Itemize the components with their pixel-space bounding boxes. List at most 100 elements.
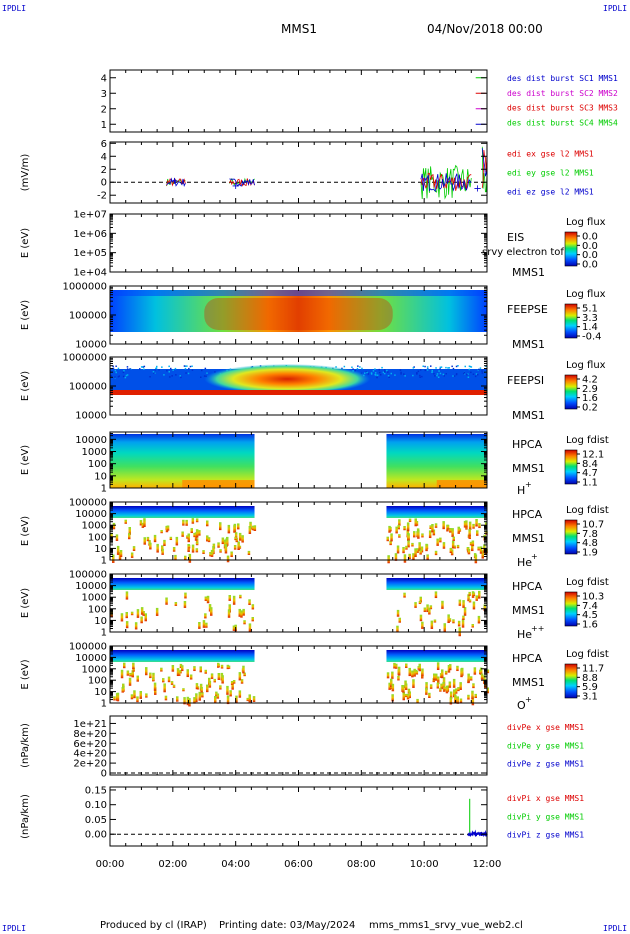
feepsi-speckle xyxy=(384,371,386,373)
divpi-ytick-label: 0.15 xyxy=(85,785,107,796)
hpca_he2-speckle xyxy=(125,612,128,619)
hpca_o-speckle xyxy=(457,687,460,692)
hpca_he1-speckle xyxy=(426,554,429,560)
hpca_he2-colorbar-label: 7.4 xyxy=(582,601,598,612)
edi-legend-3: edi ez gse l2 MMS1 xyxy=(507,187,594,196)
hpca_o-ytick-label: 10 xyxy=(94,687,107,698)
eis-instrument: EIS xyxy=(507,231,524,244)
hpca_he1-speckle xyxy=(389,540,392,546)
hpca_he1-speckle xyxy=(251,525,255,531)
hpca_o-speckle xyxy=(243,672,246,677)
hpca_o-speckle xyxy=(162,678,165,683)
hpca_he1-speckle xyxy=(398,534,401,538)
feepsi-speckle xyxy=(412,367,415,369)
hpca_he1-speckle xyxy=(418,542,421,552)
corner-label-bottom-left: IPDLI xyxy=(2,924,27,933)
eis-colorbar xyxy=(564,231,578,267)
feepsi-speckle xyxy=(366,371,368,374)
feepsi-speckle xyxy=(117,376,120,378)
hpca_he1-speckle xyxy=(394,553,398,561)
hpca_o-speckle xyxy=(421,668,424,677)
hpca_o-high-energy-band xyxy=(386,650,487,662)
edi-marker: + xyxy=(473,184,481,195)
feepsi-speckle xyxy=(412,374,414,377)
hpca_he2-speckle xyxy=(251,604,255,610)
hpca_o-speckle xyxy=(181,665,184,672)
hpca_o-speckle xyxy=(199,666,202,673)
feepsi-speckle xyxy=(416,373,418,375)
hpca_he2-speckle xyxy=(468,591,471,596)
hpca_h-ytick-label: 1 xyxy=(101,484,107,495)
feepsi-speckle xyxy=(424,365,426,368)
hpca_he1-speckle xyxy=(110,533,113,539)
feepsi-speckle xyxy=(122,375,125,378)
hpca_he1-speckle xyxy=(238,532,242,541)
hpca_he1-speckle xyxy=(160,530,163,534)
hpca_o-speckle xyxy=(449,697,453,705)
hpca_he1-speckle xyxy=(206,535,209,542)
eis-spacecraft: MMS1 xyxy=(512,266,545,279)
hpca_he2-speckle xyxy=(447,614,450,624)
hpca_he2-speckle xyxy=(227,609,231,618)
hpca_he2-speckle xyxy=(421,621,424,629)
divpi-legend-3: divPi z gse MMS1 xyxy=(507,831,584,840)
hpca_he2-speckle xyxy=(134,622,138,630)
hpca_he1-species: He xyxy=(517,556,532,569)
hpca_o-speckle xyxy=(429,684,433,689)
burst-ytick-label: 3 xyxy=(101,89,107,100)
feepsi-colorbar-label: 1.6 xyxy=(582,393,598,404)
hpca_o-speckle xyxy=(454,688,458,694)
feepsi-speckle xyxy=(426,366,429,368)
hpca_he1-speckle xyxy=(403,526,406,531)
burst-legend-2: des dist burst SC2 MMS2 xyxy=(507,89,618,98)
hpca_he2-speckle xyxy=(463,607,467,616)
feepsi-speckle xyxy=(152,371,155,373)
hpca_o-speckle xyxy=(152,677,155,682)
hpca_he1-speckle xyxy=(195,518,199,523)
feepsi-speckle xyxy=(365,371,368,373)
feepsi-speckle xyxy=(364,372,366,374)
hpca_he1-speckle xyxy=(187,533,190,543)
hpca_o-speckle xyxy=(131,670,134,678)
feepsi-speckle xyxy=(129,368,131,370)
feepse-instrument: FEEPSE xyxy=(507,303,548,316)
feepsi-speckle xyxy=(443,375,445,377)
hpca_o-speckle xyxy=(129,672,132,677)
hpca_he1-speckle xyxy=(408,518,412,522)
hpca_o-speckle xyxy=(176,668,180,677)
hpca_he1-speckle xyxy=(169,536,173,541)
hpca_he2-speckle xyxy=(206,595,210,604)
hpca_he1-colorbar-label: 1.9 xyxy=(582,548,598,559)
hpca_o-species: O xyxy=(517,699,526,712)
feepsi-colorbar-label: 2.9 xyxy=(582,384,598,395)
feepsi-speckle xyxy=(463,371,466,374)
hpca_he2-speckle xyxy=(429,605,433,610)
feepsi-speckle xyxy=(463,372,465,375)
hpca_o-speckle xyxy=(436,662,440,670)
hpca_o-speckle xyxy=(206,684,209,693)
hpca_he1-speckle xyxy=(195,548,199,553)
hpca_he1-speckle xyxy=(233,523,237,533)
hpca_he2-speckle xyxy=(448,618,452,622)
hpca_o-high-energy-band xyxy=(110,650,255,662)
hpca_o-speckle xyxy=(405,663,408,668)
hpca_he1-speckle xyxy=(475,519,478,527)
hpca_he2-speckle xyxy=(472,601,476,610)
feepsi-speckle xyxy=(370,373,373,375)
hpca_he2-speckle xyxy=(165,597,168,605)
corner-label-top-left: IPDLI xyxy=(2,4,27,13)
hpca_o-colorbar-title: Log fdist xyxy=(566,649,609,660)
hpca_he1-speckle xyxy=(248,526,252,534)
hpca_o-speckle xyxy=(467,694,470,700)
hpca_o-speckle xyxy=(220,664,224,669)
feepsi-instrument: FEEPSI xyxy=(507,374,544,387)
hpca_he2-speckle xyxy=(418,601,422,605)
hpca_he2-ylabel: E (eV) xyxy=(20,588,31,618)
hpca_he1-speckle xyxy=(227,524,231,534)
hpca_h-ytick-label: 10000 xyxy=(75,435,107,446)
feepsi-speckle xyxy=(183,365,186,367)
edi-ylabel: (mV/m) xyxy=(20,154,31,192)
feepsi-speckle xyxy=(379,374,382,376)
edi-ytick-label: 2 xyxy=(101,165,107,176)
hpca_he1-speckle xyxy=(396,545,400,554)
